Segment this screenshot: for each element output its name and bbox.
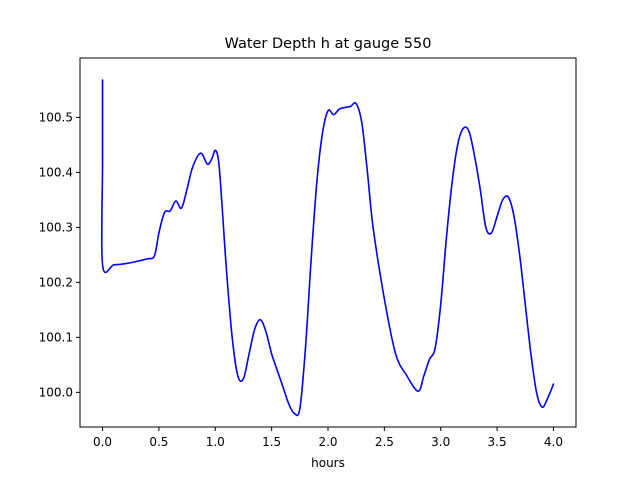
x-tick-label: 1.0 <box>206 435 225 449</box>
y-tick-label: 100.4 <box>39 165 73 179</box>
y-tick-label: 100.3 <box>39 220 73 234</box>
plot-frame <box>79 57 577 428</box>
chart-title: Water Depth h at gauge 550 <box>225 36 432 52</box>
plot-area <box>80 58 576 427</box>
y-tick-label: 100.5 <box>39 110 73 124</box>
y-tick-label: 100.2 <box>39 275 73 289</box>
x-tick-label: 0.0 <box>93 435 112 449</box>
x-tick-label: 1.5 <box>262 435 281 449</box>
x-tick-label: 2.5 <box>375 435 394 449</box>
x-axis-ticks: 0.0 0.5 1.0 1.5 2.0 2.5 3.0 3.5 4.0 <box>93 427 563 449</box>
y-tick-label: 100.1 <box>39 330 73 344</box>
x-tick-label: 3.5 <box>488 435 507 449</box>
x-tick-label: 3.0 <box>431 435 450 449</box>
y-axis-ticks: 100.0 100.1 100.2 100.3 100.4 100.5 <box>39 110 80 399</box>
series-line <box>100 79 555 417</box>
x-tick-label: 0.5 <box>149 435 168 449</box>
x-tick-label: 4.0 <box>544 435 563 449</box>
x-axis-label: hours <box>311 456 345 470</box>
y-tick-label: 100.0 <box>39 385 73 399</box>
x-tick-label: 2.0 <box>318 435 337 449</box>
